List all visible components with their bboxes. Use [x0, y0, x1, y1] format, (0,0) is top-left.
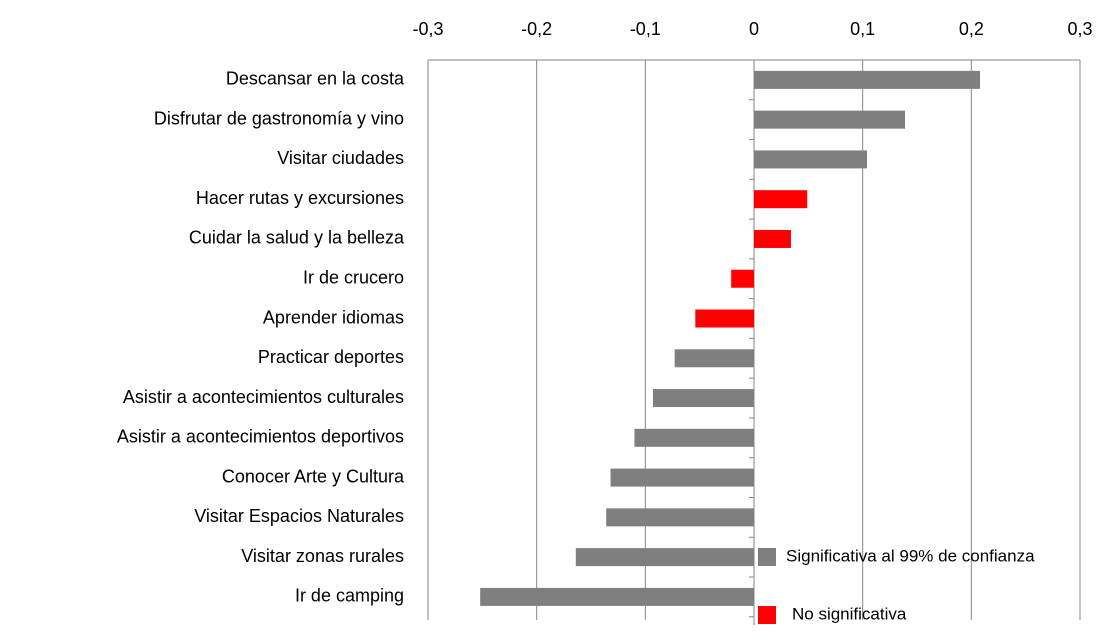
y-tick-label: Practicar deportes — [258, 347, 404, 367]
bar — [634, 428, 754, 447]
x-tick-label: -0,2 — [521, 19, 552, 39]
legend-swatch — [758, 606, 776, 624]
bar — [674, 349, 754, 368]
y-tick-label: Visitar ciudades — [277, 148, 404, 168]
x-tick-label: 0 — [749, 19, 759, 39]
y-tick-label: Cuidar la salud y la belleza — [189, 228, 405, 248]
y-tick-label: Visitar Espacios Naturales — [194, 506, 404, 526]
y-tick-label: Ir de camping — [295, 586, 404, 606]
bar — [754, 150, 868, 169]
bar — [754, 70, 981, 89]
x-tick-label: 0,2 — [959, 19, 984, 39]
legend-label: No significativa — [792, 604, 907, 623]
x-tick-label: -0,3 — [412, 19, 443, 39]
bar — [606, 508, 754, 527]
x-tick-label: -0,1 — [630, 19, 661, 39]
bar — [754, 110, 906, 129]
legend-label: Significativa al 99% de confianza — [786, 546, 1035, 565]
y-tick-label: Aprender idiomas — [263, 307, 404, 327]
y-tick-label: Asistir a acontecimientos deportivos — [117, 427, 404, 447]
x-tick-label: 0,1 — [850, 19, 875, 39]
legend-swatch — [758, 548, 776, 566]
bar — [652, 389, 754, 408]
y-tick-label: Disfrutar de gastronomía y vino — [154, 108, 404, 128]
bar — [754, 229, 791, 248]
bar — [610, 468, 754, 487]
bar — [731, 269, 754, 288]
bar — [695, 309, 754, 328]
y-tick-label: Conocer Arte y Cultura — [222, 466, 405, 486]
bar — [480, 587, 754, 606]
y-tick-label: Hacer rutas y excursiones — [196, 188, 404, 208]
y-tick-label: Visitar zonas rurales — [241, 546, 404, 566]
bar — [575, 548, 754, 567]
y-tick-label: Asistir a acontecimientos culturales — [123, 387, 404, 407]
y-tick-label: Ir de crucero — [303, 267, 404, 287]
x-tick-label: 0,3 — [1067, 19, 1092, 39]
y-tick-label: Descansar en la costa — [226, 69, 405, 89]
bar — [754, 190, 808, 209]
